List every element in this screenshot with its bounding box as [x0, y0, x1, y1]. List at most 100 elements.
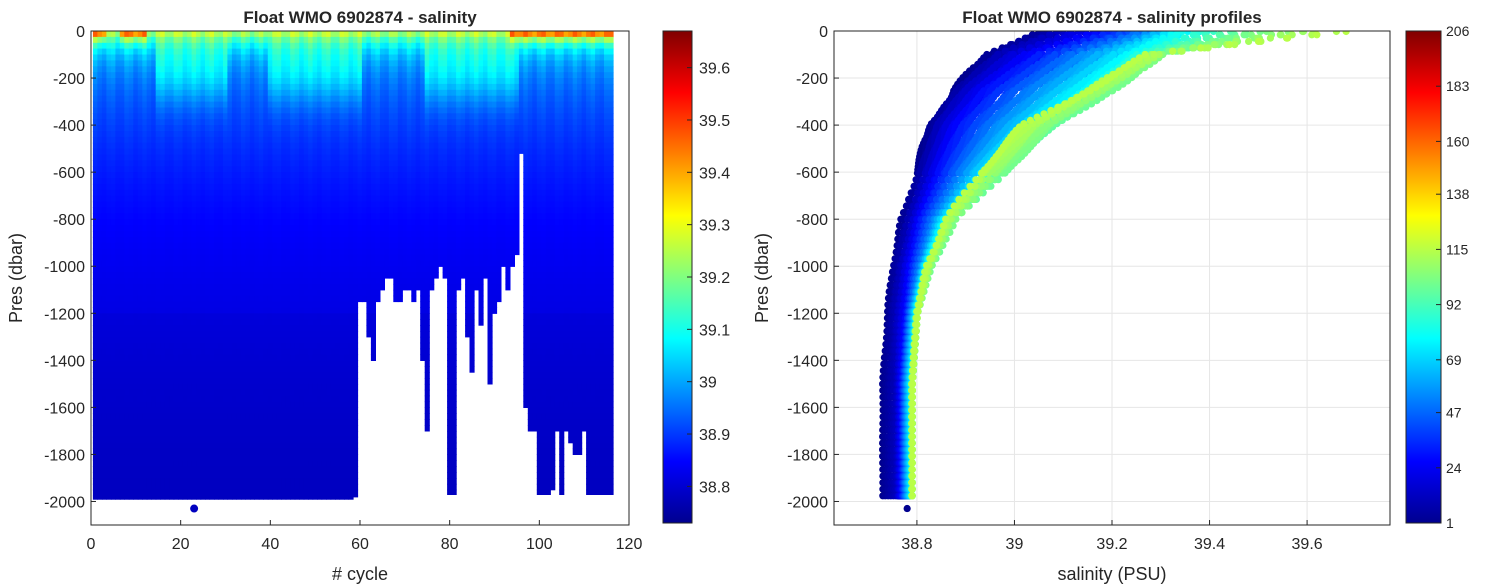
section-cell	[276, 478, 282, 485]
section-cell	[348, 54, 354, 61]
section-cell	[361, 231, 367, 238]
section-cell	[169, 183, 175, 191]
section-cell	[258, 425, 264, 432]
section-cell	[128, 48, 134, 56]
section-cell	[227, 289, 233, 297]
section-cell	[299, 336, 305, 344]
section-cell	[160, 236, 166, 244]
section-cell	[321, 389, 327, 397]
section-cell	[128, 307, 134, 314]
section-cell	[326, 378, 332, 385]
section-cell	[240, 195, 246, 203]
section-cell	[326, 83, 332, 91]
section-cell	[294, 325, 300, 332]
section-cell	[97, 348, 103, 356]
section-cell	[357, 178, 363, 185]
section-cell	[101, 183, 107, 191]
section-cell	[267, 342, 273, 350]
section-cell	[308, 266, 314, 273]
section-cell	[321, 183, 327, 191]
section-cell	[92, 495, 98, 500]
section-cell	[254, 489, 260, 497]
section-cell	[317, 348, 323, 356]
section-cell	[236, 254, 242, 261]
section-cell	[366, 325, 372, 332]
section-cell	[285, 60, 291, 67]
section-cell	[187, 419, 193, 426]
section-cell	[146, 148, 152, 156]
section-cell	[164, 313, 170, 320]
section-cell	[146, 272, 152, 279]
section-cell	[236, 66, 242, 73]
section-cell	[164, 342, 170, 350]
section-cell	[276, 136, 282, 144]
section-cell	[326, 48, 332, 56]
section-cell	[128, 166, 134, 173]
section-cell	[263, 195, 269, 203]
section-cell	[178, 142, 184, 150]
section-cell	[124, 207, 130, 214]
section-cell	[160, 178, 166, 185]
section-cell	[101, 360, 107, 367]
section-cell	[196, 201, 202, 208]
section-cell	[119, 495, 125, 500]
section-cell	[245, 372, 251, 379]
section-cell	[312, 466, 318, 473]
section-cell	[308, 278, 314, 285]
section-cell	[160, 166, 166, 173]
section-cell	[173, 119, 179, 126]
section-cell	[119, 107, 125, 114]
section-cell	[169, 389, 175, 397]
section-cell	[312, 436, 318, 444]
section-cell	[267, 101, 273, 109]
section-cell	[214, 60, 220, 67]
section-cell	[92, 72, 98, 79]
section-cell	[209, 401, 215, 408]
section-cell	[137, 395, 143, 403]
section-cell	[200, 172, 206, 179]
section-cell	[254, 242, 260, 250]
section-cell	[281, 213, 287, 220]
section-cell	[267, 160, 273, 167]
section-cell	[267, 325, 273, 332]
section-cell	[357, 195, 363, 203]
section-cell	[375, 189, 381, 197]
section-cell	[191, 454, 197, 461]
section-cell	[353, 166, 359, 173]
section-cell	[182, 448, 188, 455]
section-cell	[263, 389, 269, 397]
section-cell	[227, 207, 233, 214]
section-cell	[218, 236, 224, 244]
section-cell	[361, 95, 367, 103]
section-cell	[245, 407, 251, 414]
section-cell	[119, 260, 125, 267]
section-cell	[142, 307, 148, 314]
section-cell	[326, 407, 332, 414]
section-cell	[137, 166, 143, 173]
section-cell	[317, 107, 323, 114]
section-cell	[173, 225, 179, 232]
section-cell	[267, 366, 273, 373]
section-cell	[97, 248, 103, 256]
section-cell	[312, 119, 318, 126]
section-cell	[196, 48, 202, 56]
section-cell	[299, 313, 305, 320]
section-cell	[317, 148, 323, 156]
section-cell	[267, 183, 273, 191]
section-cell	[110, 372, 116, 379]
section-cell	[106, 201, 112, 208]
section-cell	[344, 242, 350, 250]
section-cell	[142, 330, 148, 338]
section-cell	[200, 336, 206, 344]
section-cell	[379, 36, 385, 44]
section-cell	[361, 119, 367, 126]
section-cell	[97, 154, 103, 161]
section-cell	[361, 142, 367, 150]
section-cell	[223, 295, 229, 303]
section-cell	[160, 383, 166, 391]
section-cell	[249, 454, 255, 461]
section-cell	[155, 260, 161, 267]
section-cell	[151, 448, 157, 455]
section-cell	[281, 207, 287, 214]
section-cell	[312, 89, 318, 97]
